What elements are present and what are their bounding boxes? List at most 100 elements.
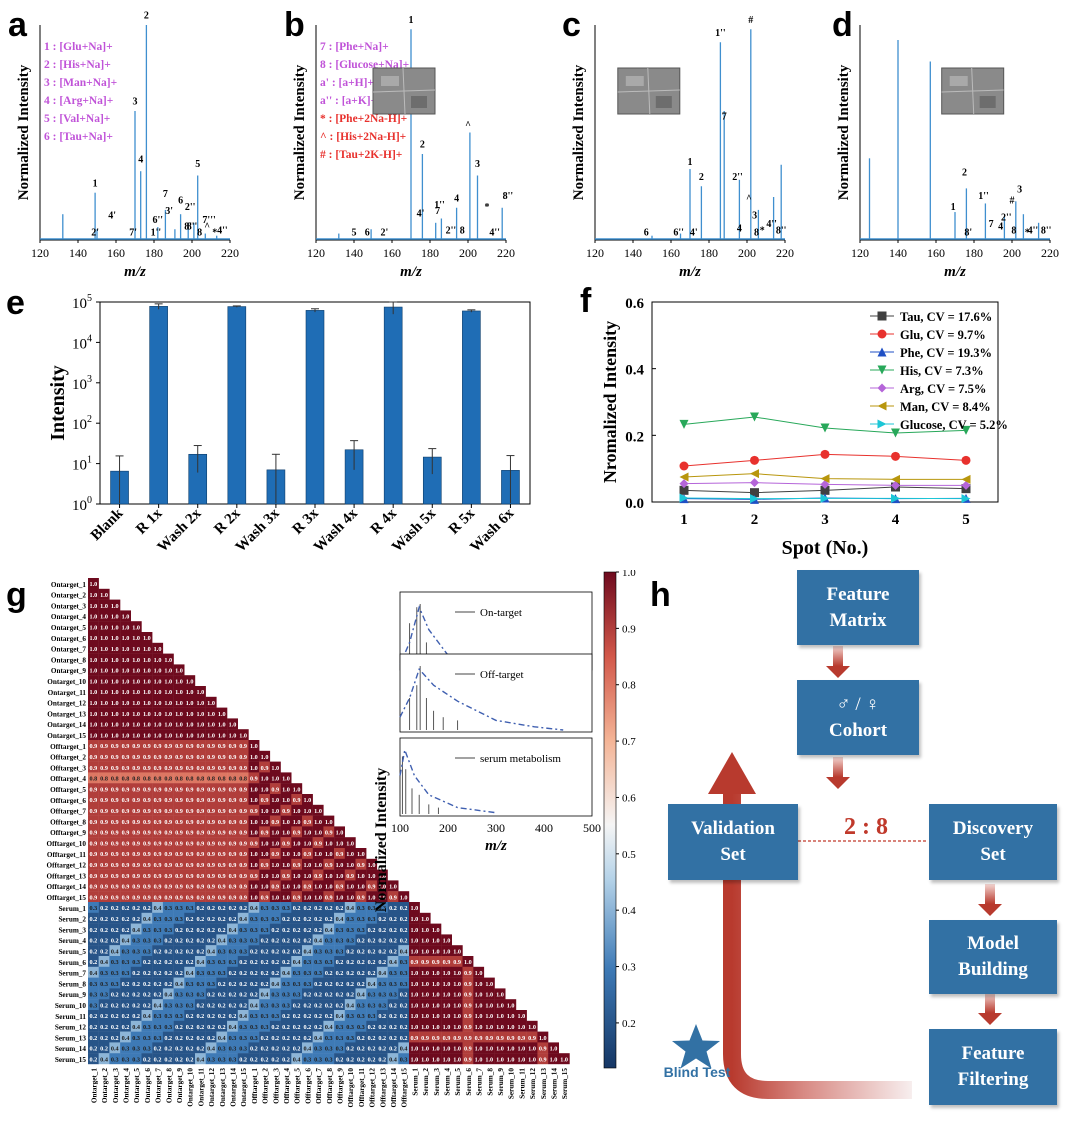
cell-value: 0.9 [132,830,140,837]
cell-value: 0.9 [207,851,215,858]
heatmap-cell [120,707,131,719]
cell-value: 0.8 [89,776,97,783]
heatmap-cell [323,912,335,924]
heatmap-cell [173,1010,185,1021]
cell-value: 1.0 [100,592,108,599]
heatmap-cell [237,794,249,805]
heatmap-cell [205,977,217,989]
heatmap-cell [195,966,206,978]
cell-value: 0.2 [303,916,311,923]
cell-value: 1.0 [89,635,97,642]
cell-value: 0.2 [164,1046,172,1053]
heatmap-cell [323,956,335,967]
cell-value: 0.8 [122,776,130,783]
cell-value: 1.0 [111,722,119,729]
cell-value: 0.2 [186,938,194,945]
heatmap-cell [152,945,164,957]
cell-value: 0.9 [122,765,130,772]
heatmap-cell [280,912,292,924]
heatmap-cell [248,880,260,892]
cell-value: 1.0 [271,862,279,869]
cell-value: 0.2 [303,1013,311,1020]
heatmap-cell [205,880,217,892]
heatmap-cell [344,1020,356,1032]
heatmap-cell [120,610,131,622]
heatmap-cell [162,880,174,892]
cell-value: 1.0 [271,830,279,837]
cell-value: 0.3 [239,938,247,945]
cell-value: 0.2 [400,992,408,999]
heatmap-cell [366,1053,378,1065]
cell-value: 0.9 [250,808,258,815]
cell-value: 0.9 [539,1056,547,1063]
cell-value: 0.3 [336,1035,344,1042]
heatmap-cell [473,966,485,978]
heatmap-cell [248,966,260,978]
heatmap-cell [152,858,164,870]
cell-value: 0.9 [186,894,194,901]
cell-value: 0.2 [400,1024,408,1031]
cell-value: 0.2 [207,916,215,923]
cell-value: 0.4 [132,927,140,934]
heatmap-cell [269,945,281,957]
cell-value: 1.0 [132,635,140,642]
heatmap-cell [259,891,271,903]
cell-value: 0.2 [239,1056,247,1063]
cell-value: 0.4 [100,1056,108,1063]
cell-value: 0.3 [271,992,279,999]
x-tick-label: 160 [927,246,945,260]
heatmap-cell [120,837,131,849]
cell-value: 0.3 [175,992,183,999]
cell-value: 1.0 [89,646,97,653]
cell-value: 1.0 [164,711,172,718]
cell-value: 0.2 [175,1046,183,1053]
cell-value: 1.0 [100,700,108,707]
heatmap-cell [355,1053,367,1065]
cell-value: 0.2 [325,992,333,999]
cell-value: 0.9 [218,862,226,869]
heatmap-cell [280,945,292,957]
cell-value: 0.2 [389,1013,397,1020]
heatmap-cell [195,1010,206,1021]
heatmap-cell [227,923,238,935]
cell-value: 1.0 [132,711,140,718]
cell-value: 1.0 [186,732,194,739]
cell-value: 0.2 [314,1013,322,1020]
heatmap-cell [184,999,196,1011]
heatmap-cell [120,923,131,935]
heatmap-cell [109,664,121,676]
cell-value: 0.2 [282,916,290,923]
heatmap-cell [130,1031,142,1043]
peak-label: 1'' [978,191,989,202]
cell-value: 0.9 [464,970,472,977]
arrow-down-4 [978,993,1002,1025]
x-tick-label: Wash 3x [233,505,283,555]
heatmap-cell [130,632,142,643]
cell-value: 1.0 [89,700,97,707]
row-label: Ontarget_11 [48,689,87,697]
cell-value: 0.9 [100,808,108,815]
heatmap-cell [141,794,153,805]
heatmap-cell [323,988,335,1000]
heatmap-cell [109,686,121,697]
cell-value: 0.2 [239,1002,247,1009]
heatmap-cell [173,804,185,816]
cell-value: 1.0 [378,873,386,880]
row-label: Serum_8 [58,980,86,988]
peak-label: 1'' [151,228,162,239]
peak-label: 2'' [732,172,743,183]
heatmap-cell [451,1053,463,1065]
heatmap-cell [162,956,174,967]
cell-value: 0.2 [218,992,226,999]
cell-value: 0.9 [143,765,151,772]
cell-value: 1.0 [261,786,269,793]
cohort-box: ♂ / ♀ Cohort [797,680,919,755]
heatmap-cell [184,1053,196,1065]
heatmap-cell [216,837,228,849]
cell-value: 1.0 [432,1046,440,1053]
cell-value: 1.0 [453,981,461,988]
heatmap-cell [109,945,121,957]
heatmap-cell [195,761,206,773]
col-label: Serum_15 [561,1068,569,1100]
